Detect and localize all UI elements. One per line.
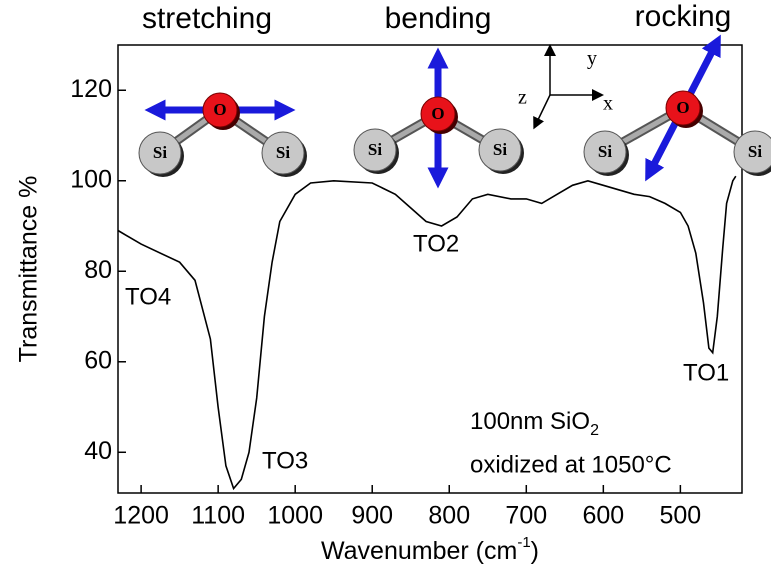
x-tick-label: 1000 bbox=[267, 502, 323, 530]
si-label: Si bbox=[153, 143, 167, 162]
axis-icon-label: x bbox=[603, 93, 613, 115]
x-axis-title: Wavenumber (cm-1) bbox=[321, 534, 539, 565]
chart: y x z Transmittance % Wavenumber (cm-1) … bbox=[0, 0, 771, 583]
mode-title: rocking bbox=[635, 0, 732, 33]
x-tick-label: 500 bbox=[660, 502, 702, 530]
axis-icon-label: y bbox=[587, 48, 597, 70]
x-tick-label: 1200 bbox=[113, 502, 169, 530]
o-label: O bbox=[676, 98, 689, 117]
x-axis-title-part: ) bbox=[531, 537, 539, 565]
sample-label: oxidized at 1050°C bbox=[470, 451, 672, 478]
y-tick-label: 100 bbox=[70, 165, 112, 193]
x-tick-label: 800 bbox=[428, 502, 470, 530]
y-axis-title: Transmittance % bbox=[15, 176, 43, 363]
peak-label: TO3 bbox=[262, 447, 308, 474]
si-label: Si bbox=[748, 142, 762, 161]
x-tick-label: 900 bbox=[351, 502, 393, 530]
peak-label: TO2 bbox=[413, 230, 459, 257]
spectrum-line bbox=[118, 176, 736, 488]
molecule: Si Si O bbox=[354, 58, 524, 178]
sample-text: 100nm SiO bbox=[470, 408, 590, 435]
y-tick-label: 80 bbox=[84, 256, 112, 284]
sample-label: 100nm SiO2 bbox=[470, 408, 599, 439]
si-label: Si bbox=[368, 140, 382, 159]
x-tick-label: 1100 bbox=[191, 502, 245, 530]
o-label: O bbox=[213, 100, 226, 119]
x-tick-label: 700 bbox=[505, 502, 547, 530]
axis-icon-label: z bbox=[518, 87, 527, 109]
si-label: Si bbox=[493, 140, 507, 159]
mode-title: stretching bbox=[142, 2, 272, 35]
si-label: Si bbox=[276, 143, 290, 162]
y-tick-label: 60 bbox=[84, 346, 112, 374]
si-label: Si bbox=[598, 142, 612, 161]
x-axis-title-sup: -1 bbox=[517, 534, 530, 551]
molecule: Si Si O bbox=[139, 93, 307, 177]
peak-label: TO4 bbox=[125, 283, 171, 310]
y-tick-label: 120 bbox=[70, 75, 112, 103]
o-label: O bbox=[431, 104, 444, 123]
peak-label: TO1 bbox=[683, 359, 729, 386]
x-tick-label: 600 bbox=[582, 502, 624, 530]
sample-sub: 2 bbox=[590, 422, 599, 439]
mode-title: bending bbox=[385, 2, 492, 35]
x-axis-title-part: Wavenumber (cm bbox=[321, 537, 517, 565]
y-tick-label: 40 bbox=[84, 437, 112, 465]
